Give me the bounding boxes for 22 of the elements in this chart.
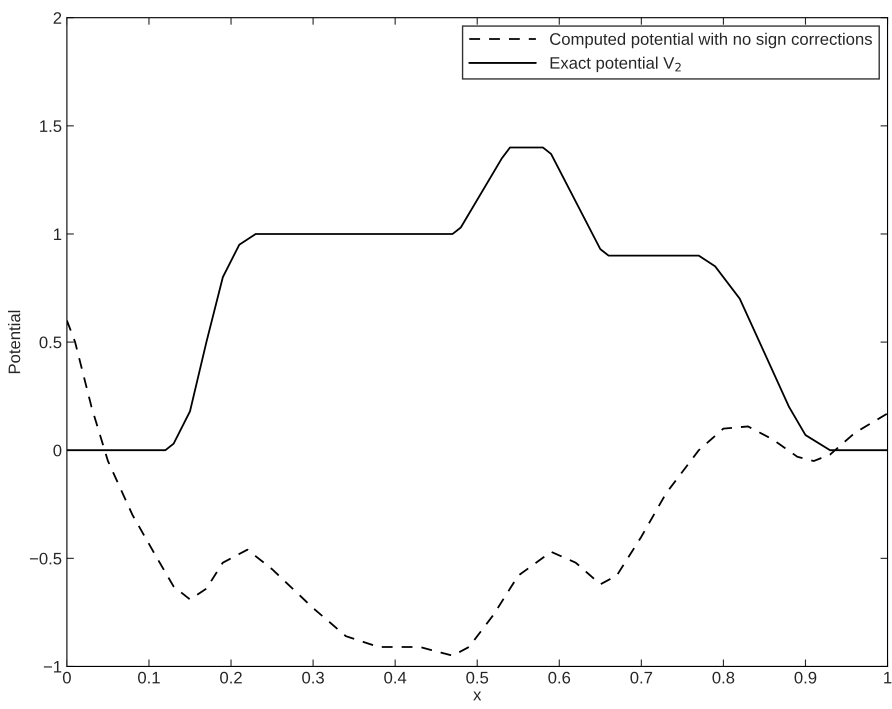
x-tick-label: 0.6	[548, 672, 570, 684]
x-tick-label: 1	[884, 672, 892, 684]
x-axis-title: x	[473, 692, 482, 700]
x-tick-label: 0.7	[630, 672, 652, 684]
x-tick-label: 0.8	[712, 672, 734, 684]
y-tick-label: 1	[54, 228, 62, 240]
x-tick-label: 0.9	[794, 672, 816, 684]
y-axis-title: Potential	[8, 310, 20, 374]
y-tick-label: 2	[54, 12, 62, 24]
x-tick-label: 0.1	[138, 672, 160, 684]
x-tick-label: 0	[62, 672, 71, 684]
x-tick-label: 0.5	[466, 672, 488, 684]
legend-label: Computed potential with no sign corrections	[550, 32, 872, 48]
y-tick-label: −0.5	[30, 552, 62, 565]
legend-label: Exact potential V$_{2}$	[550, 56, 681, 72]
y-tick-label: −1	[44, 661, 62, 672]
x-tick-label: 0.3	[302, 672, 324, 684]
y-tick-label: 0.5	[40, 336, 62, 348]
x-tick-label: 0.2	[220, 672, 242, 684]
y-tick-label: 1.5	[40, 120, 62, 132]
x-tick-label: 0.4	[384, 672, 406, 684]
y-tick-label: 0	[53, 444, 62, 456]
